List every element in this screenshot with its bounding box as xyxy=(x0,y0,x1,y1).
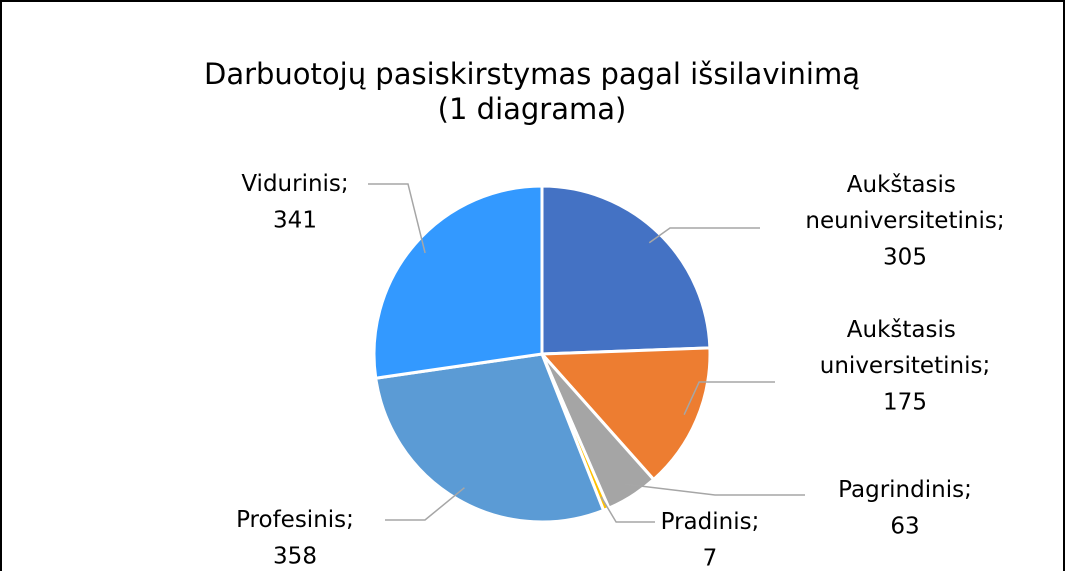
data-label-value: 341 xyxy=(273,208,317,234)
data-label-value: 305 xyxy=(883,245,927,271)
label-line: Pagrindinis xyxy=(838,477,964,503)
data-label-value: 63 xyxy=(890,514,919,540)
leader-line xyxy=(368,183,426,254)
data-label-separator: ; xyxy=(982,353,990,379)
data-label-name: Aukštasis universitetinis xyxy=(820,317,983,379)
data-label-separator: ; xyxy=(964,477,972,503)
data-label-value: 175 xyxy=(883,390,927,416)
label-line: Pradinis xyxy=(661,509,752,535)
pie-slice xyxy=(538,346,712,482)
data-label-name: Vidurinis xyxy=(241,171,341,197)
leader-line xyxy=(625,483,805,496)
data-label-value: 358 xyxy=(273,544,317,570)
data-label-separator: ; xyxy=(346,507,354,533)
label-line: universitetinis xyxy=(820,353,983,379)
leader-line xyxy=(600,496,655,523)
label-line: Vidurinis xyxy=(241,171,341,197)
pie-slice xyxy=(540,184,712,356)
pie-slice xyxy=(372,184,544,380)
leader-line xyxy=(385,487,465,521)
data-label-separator: ; xyxy=(752,509,760,535)
data-label-separator: ; xyxy=(341,171,349,197)
chart-title: Darbuotojų pasiskirstymas pagal išsilavi… xyxy=(204,57,860,91)
label-line: neuniversitetinis xyxy=(805,208,996,234)
data-label-separator: ; xyxy=(997,208,1005,234)
label-line: Aukštasis xyxy=(847,172,963,198)
data-label-name: Aukštasis neuniversitetinis xyxy=(805,172,996,234)
leader-line xyxy=(648,227,760,244)
label-line: Aukštasis xyxy=(847,317,963,343)
data-label-name: Pradinis xyxy=(661,509,752,535)
chart-subtitle: (1 diagrama) xyxy=(438,92,627,126)
pie-slice xyxy=(374,352,606,524)
data-label-value: 7 xyxy=(703,546,718,572)
leader-line xyxy=(683,381,775,416)
label-line: Profesinis xyxy=(236,507,346,533)
data-label-name: Profesinis xyxy=(236,507,346,533)
data-label-name: Pagrindinis xyxy=(838,477,964,503)
